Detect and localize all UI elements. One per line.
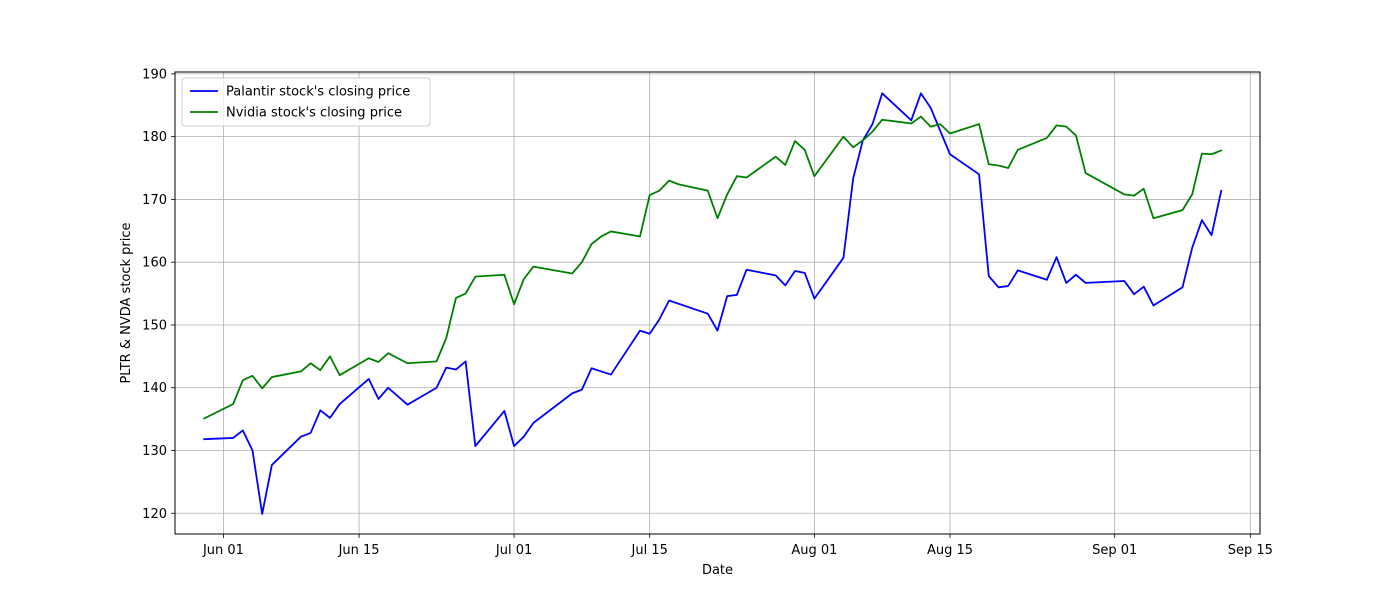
- y-tick-label: 160: [142, 256, 167, 271]
- legend: Palantir stock's closing price Nvidia sto…: [181, 77, 431, 127]
- y-tick-label: 180: [142, 130, 167, 145]
- x-tick-label: Sep 01: [1092, 543, 1137, 558]
- grid-lines: [175, 72, 1260, 534]
- legend-box: [181, 77, 431, 127]
- x-axis-label: Date: [702, 563, 733, 578]
- y-tick-label: 130: [142, 444, 167, 459]
- y-tick-label: 120: [142, 507, 167, 522]
- x-tick-label: Aug 15: [927, 543, 973, 558]
- x-tick-label: Jul 15: [631, 543, 668, 558]
- series-lines: [203, 92, 1223, 515]
- x-axis-ticks: Jun 01 Jun 15 Jul 01 Jul 15 Aug 01 Aug 15 Sep …: [202, 534, 1273, 558]
- y-axis-label: PLTR & NVDA stock price: [119, 222, 134, 383]
- x-tick-label: Jul 01: [495, 543, 532, 558]
- plot-area-frame: [174, 71, 1261, 535]
- y-tick-label: 190: [142, 67, 167, 82]
- legend-label: Nvidia stock's closing price: [226, 106, 402, 121]
- y-tick-label: 140: [142, 381, 167, 396]
- y-tick-label: 170: [142, 193, 167, 208]
- x-tick-label: Aug 01: [791, 543, 837, 558]
- series-line-nvidia: [203, 115, 1223, 420]
- x-tick-label: Jun 15: [338, 543, 380, 558]
- x-tick-label: Sep 15: [1228, 543, 1273, 558]
- y-tick-label: 150: [142, 318, 167, 333]
- x-tick-label: Jun 01: [202, 543, 244, 558]
- legend-label: Palantir stock's closing price: [226, 85, 410, 100]
- series-line-palantir: [203, 92, 1223, 515]
- y-axis-ticks: 120 130 140 150 160 170 180 190: [142, 67, 175, 522]
